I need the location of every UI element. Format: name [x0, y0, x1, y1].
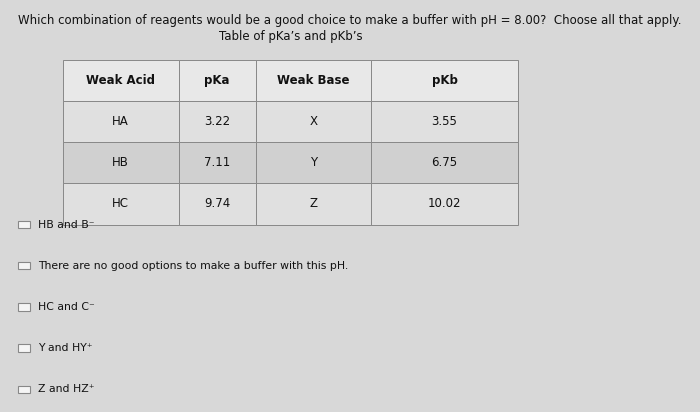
Text: Weak Base: Weak Base — [277, 74, 349, 87]
Text: There are no good options to make a buffer with this pH.: There are no good options to make a buff… — [38, 261, 349, 271]
Bar — [371, 101, 518, 142]
Text: 10.02: 10.02 — [428, 197, 461, 211]
Text: Z and HZ⁺: Z and HZ⁺ — [38, 384, 95, 394]
Bar — [371, 60, 518, 101]
Text: 3.55: 3.55 — [432, 115, 457, 128]
Bar — [178, 142, 256, 183]
Bar — [371, 142, 518, 183]
Bar — [18, 221, 30, 228]
Bar — [256, 183, 371, 225]
Bar — [63, 60, 178, 101]
Text: 7.11: 7.11 — [204, 156, 230, 169]
Bar — [256, 142, 371, 183]
Bar — [18, 386, 30, 393]
Text: X: X — [309, 115, 317, 128]
Text: 9.74: 9.74 — [204, 197, 230, 211]
Text: HA: HA — [113, 115, 129, 128]
Bar — [371, 183, 518, 225]
Text: Weak Acid: Weak Acid — [86, 74, 155, 87]
Text: pKa: pKa — [204, 74, 230, 87]
Text: 6.75: 6.75 — [431, 156, 458, 169]
Bar — [256, 60, 371, 101]
Text: Table of pKa’s and pKb’s: Table of pKa’s and pKb’s — [218, 30, 363, 43]
Bar — [18, 344, 30, 352]
Text: Y and HY⁺: Y and HY⁺ — [38, 343, 93, 353]
Bar — [178, 183, 256, 225]
Bar — [63, 183, 178, 225]
Bar — [18, 262, 30, 269]
Text: HC: HC — [112, 197, 130, 211]
Bar — [63, 101, 178, 142]
Bar — [63, 142, 178, 183]
Bar — [178, 60, 256, 101]
Text: HB: HB — [112, 156, 130, 169]
Text: Which combination of reagents would be a good choice to make a buffer with pH = : Which combination of reagents would be a… — [18, 14, 681, 28]
Text: 3.22: 3.22 — [204, 115, 230, 128]
Text: HB and B⁻: HB and B⁻ — [38, 220, 95, 229]
Text: Z: Z — [309, 197, 317, 211]
Text: Y: Y — [309, 156, 317, 169]
Bar — [18, 303, 30, 311]
Text: HC and C⁻: HC and C⁻ — [38, 302, 95, 312]
Text: pKb: pKb — [432, 74, 457, 87]
Bar — [256, 101, 371, 142]
Bar — [178, 101, 256, 142]
